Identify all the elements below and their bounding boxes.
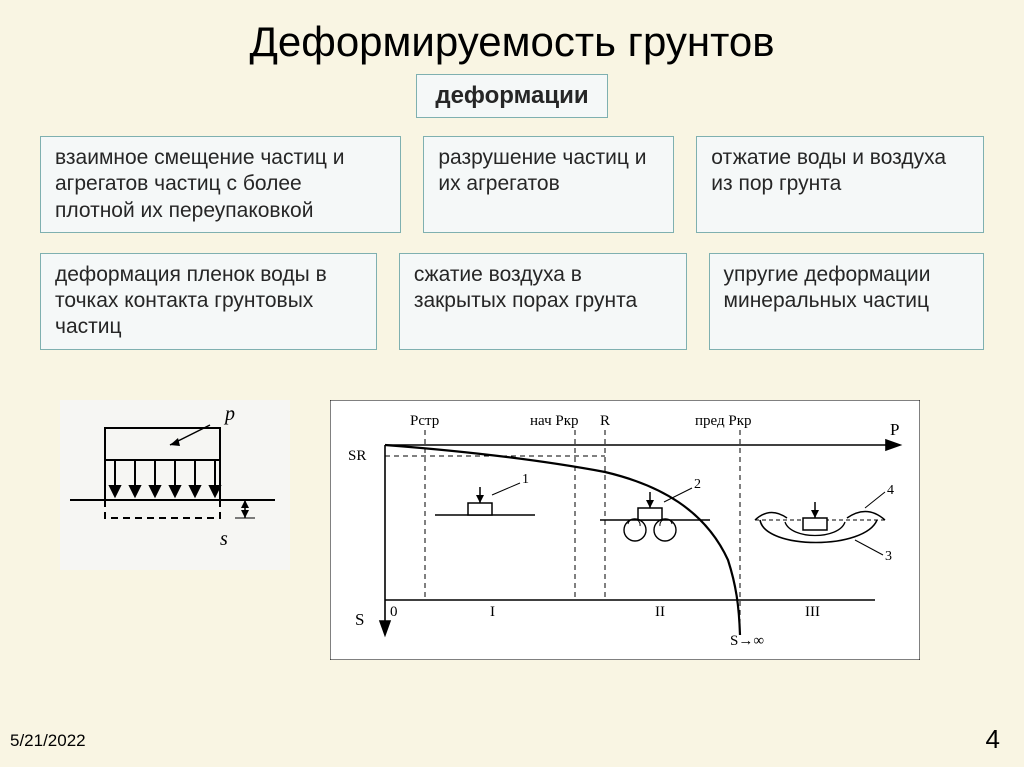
box-r2-2: сжатие воздуха в закрытых порах грунта xyxy=(399,253,687,350)
box-r1-1: взаимное смещение частиц и агрегатов час… xyxy=(40,136,401,233)
label-R: R xyxy=(600,413,610,429)
box-r2-3: упругие деформации минеральных частиц xyxy=(709,253,984,350)
diagrams-area: p s xyxy=(0,370,1024,660)
label-P: P xyxy=(890,420,899,439)
label-SR: SR xyxy=(348,448,366,464)
label-predpkr: пред Pкр xyxy=(695,413,752,429)
label-s: s xyxy=(220,528,228,550)
box-r1-2: разрушение частиц и их агрегатов xyxy=(423,136,674,233)
row-2: деформация пленок воды в точках контакта… xyxy=(0,253,1024,350)
label-I: I xyxy=(490,604,495,620)
label-pstr: Pстр xyxy=(410,413,439,429)
label-2: 2 xyxy=(694,477,701,492)
label-nachpkr: нач Pкр xyxy=(530,413,579,429)
label-4: 4 xyxy=(887,483,894,498)
subhead-box: деформации xyxy=(416,74,607,118)
box-r1-3: отжатие воды и воздуха из пор грунта xyxy=(696,136,984,233)
label-3: 3 xyxy=(885,549,892,564)
label-S: S xyxy=(355,610,364,629)
box-r2-1: деформация пленок воды в точках контакта… xyxy=(40,253,377,350)
footer-page: 4 xyxy=(986,724,1000,755)
label-1: 1 xyxy=(522,472,529,487)
row-1: взаимное смещение частиц и агрегатов час… xyxy=(0,136,1024,233)
label-II: II xyxy=(655,604,665,620)
footer-date: 5/21/2022 xyxy=(10,731,86,751)
label-III: III xyxy=(805,604,820,620)
label-Sinf: S→∞ xyxy=(730,633,764,649)
label-p: p xyxy=(223,403,235,425)
left-load-diagram: p s xyxy=(60,400,290,570)
right-ps-curve-diagram: Pстр нач Pкр R пред Pкр P SR S 0 I II II… xyxy=(330,400,920,660)
subhead-row: деформации xyxy=(0,74,1024,118)
slide-title: Деформируемость грунтов xyxy=(0,0,1024,74)
label-zero: 0 xyxy=(390,604,398,620)
